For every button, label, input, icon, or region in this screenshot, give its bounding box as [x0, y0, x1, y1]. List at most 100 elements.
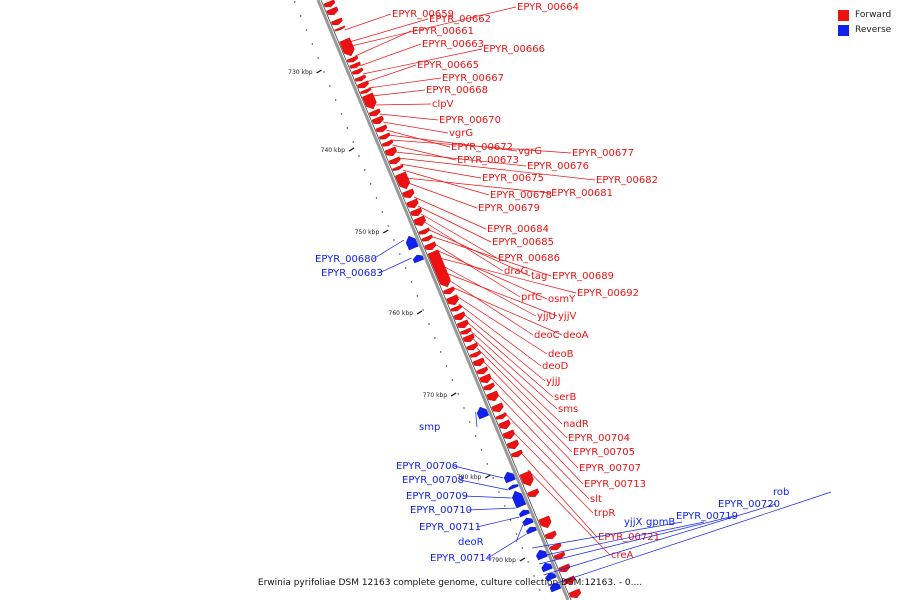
callout-line	[451, 286, 563, 336]
forward-gene-label: EPYR_00668	[426, 85, 488, 96]
callout-line	[469, 329, 558, 410]
major-tick	[519, 557, 526, 562]
callout-line	[462, 312, 546, 382]
minor-tick	[329, 85, 331, 87]
minor-tick	[340, 113, 343, 115]
callout-line	[379, 113, 439, 121]
forward-gene-label: EPYR_00666	[483, 44, 545, 55]
reverse-gene-arrow	[476, 406, 490, 420]
callout-line	[375, 103, 432, 106]
minor-tick	[323, 71, 325, 73]
tick-label: 780 kbp	[457, 474, 482, 481]
reverse-gene-label: EPYR_00709	[406, 491, 468, 502]
forward-swatch	[838, 10, 849, 21]
minor-tick	[457, 393, 459, 395]
tick-label: 730 kbp	[288, 69, 313, 76]
forward-gene-label: deoB	[548, 349, 574, 360]
forward-gene-arrow	[495, 412, 508, 420]
forward-gene-label: EPYR_00692	[577, 288, 639, 299]
forward-gene-label: EPYR_00713	[584, 479, 646, 490]
forward-gene-label: yjjU	[537, 311, 556, 322]
minor-tick	[381, 211, 384, 213]
callout-line	[473, 338, 563, 425]
reverse-gene-arrow	[536, 549, 548, 561]
forward-gene-arrow	[502, 429, 515, 440]
forward-gene-arrow	[527, 488, 540, 498]
minor-tick	[509, 519, 512, 521]
forward-gene-label: EPYR_00689	[552, 271, 614, 282]
callout-line	[421, 213, 498, 259]
forward-gene-arrow	[360, 87, 372, 95]
major-tick	[450, 392, 457, 397]
minor-tick	[311, 43, 314, 45]
callout-line	[388, 134, 518, 152]
forward-gene-arrow	[491, 402, 504, 413]
reverse-gene-label: deoR	[458, 537, 484, 548]
callout-line	[476, 516, 520, 528]
major-tick	[382, 229, 389, 234]
callout-line	[463, 495, 512, 499]
forward-gene-arrow	[357, 80, 370, 89]
forward-gene-label: EPYR_00704	[568, 433, 630, 444]
callout-line	[413, 196, 487, 230]
forward-gene-arrow	[410, 207, 423, 217]
forward-gene-label: EPYR_00665	[417, 60, 479, 71]
forward-gene-label: tag	[531, 271, 547, 282]
callout-line	[487, 533, 527, 559]
forward-gene-arrow	[443, 286, 455, 295]
callout-line	[439, 257, 577, 294]
reverse-gene-label: smp	[419, 422, 440, 433]
callout-line	[458, 303, 542, 367]
callout-line	[453, 465, 504, 479]
reverse-gene-arrow	[549, 582, 562, 593]
callout-line	[372, 239, 405, 260]
forward-gene-arrow	[469, 350, 482, 358]
callout-line	[538, 515, 735, 565]
callout-line	[400, 163, 482, 179]
callout-line	[442, 265, 537, 317]
tick-label: 750 kbp	[355, 229, 380, 236]
forward-gene-arrow	[460, 327, 472, 335]
callout-line	[495, 391, 584, 485]
reverse-gene-arrow	[545, 572, 557, 582]
reverse-gene-label: EPYR_00720	[718, 499, 780, 510]
callout-line	[355, 30, 412, 57]
callout-line	[481, 359, 573, 453]
callout-line	[366, 64, 417, 83]
reverse-gene-arrow	[526, 526, 537, 535]
major-tick	[316, 69, 322, 74]
reverse-gene-arrow	[503, 471, 516, 484]
forward-gene-label: EPYR_00667	[442, 73, 504, 84]
callout-line	[536, 521, 705, 558]
callout-line	[475, 411, 478, 428]
callout-line	[445, 272, 558, 317]
minor-tick	[387, 225, 389, 227]
forward-gene-arrow	[453, 311, 466, 321]
forward-gene-label: clpV	[432, 99, 454, 110]
forward-gene-label: EPYR_00705	[573, 447, 635, 458]
reverse-gene-label: EPYR_00710	[410, 505, 472, 516]
callout-line	[467, 507, 516, 511]
forward-gene-label: EPYR_00684	[487, 224, 549, 235]
minor-tick	[474, 435, 477, 437]
forward-gene-arrow	[326, 6, 339, 16]
genome-backbone-shadow	[320, 0, 572, 600]
callout-line	[532, 521, 683, 549]
major-tick	[416, 310, 423, 315]
forward-gene-arrow	[427, 249, 451, 288]
forward-gene-arrow	[334, 25, 346, 32]
forward-gene-arrow	[456, 319, 469, 329]
forward-gene-label: EPYR_00685	[492, 237, 554, 248]
reverse-gene-label: EPYR_00680	[315, 254, 377, 265]
minor-tick	[416, 295, 419, 297]
minor-tick	[498, 491, 500, 493]
forward-gene-arrow	[368, 108, 381, 117]
reverse-gene-arrow	[412, 254, 425, 264]
forward-gene-label: EPYR_00678	[490, 190, 552, 201]
map-caption: Erwinia pyrifoliae DSM 12163 complete ge…	[257, 578, 643, 588]
callout-line	[408, 182, 478, 209]
reverse-gene-label: EPYR_00719	[676, 511, 738, 522]
callout-line	[406, 177, 551, 194]
legend-reverse-label: Reverse	[855, 25, 892, 35]
forward-gene-arrow	[486, 390, 499, 402]
